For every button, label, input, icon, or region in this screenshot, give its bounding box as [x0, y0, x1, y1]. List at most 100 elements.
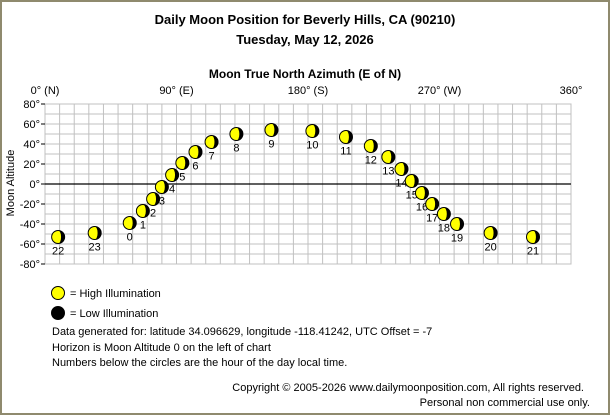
moon-shadow: [490, 226, 498, 240]
moon-shadow: [533, 230, 540, 244]
moon-shadow: [271, 123, 278, 137]
moon-marker-hour-14: 14: [394, 162, 409, 190]
y-tick-label: 60°: [23, 119, 40, 131]
moon-shadow: [345, 130, 353, 144]
moon-shadow: [443, 207, 451, 221]
moon-marker-hour-2: 2: [146, 192, 161, 220]
moon-marker-hour-9: 9: [264, 123, 279, 151]
hour-label: 1: [140, 220, 146, 232]
x-tick-label: 0° (N): [31, 85, 60, 97]
moon-marker-hour-4: 4: [165, 168, 180, 196]
hour-label: 17: [426, 213, 438, 225]
moon-marker-hour-19: 19: [450, 217, 465, 245]
hour-label: 21: [527, 246, 539, 258]
hour-label: 0: [127, 232, 133, 244]
moon-shadow: [411, 174, 419, 188]
x-tick-label: 180° (S): [288, 85, 328, 97]
moon-shadow: [129, 216, 137, 230]
moon-marker-hour-17: 17: [425, 197, 440, 225]
moon-shadow: [211, 135, 219, 149]
hour-label: 20: [485, 242, 497, 254]
moon-marker-hour-23: 23: [87, 226, 102, 254]
hour-label: 2: [150, 208, 156, 220]
legend-low-label: = Low Illumination: [70, 308, 158, 320]
moon-marker-hour-6: 6: [188, 145, 203, 173]
chart-date: Tuesday, May 12, 2026: [236, 32, 374, 47]
hour-label: 5: [179, 172, 185, 184]
chart-title: Daily Moon Position for Beverly Hills, C…: [155, 12, 456, 27]
y-tick-label: 40°: [23, 139, 40, 151]
legend-low-swatch: [51, 306, 65, 320]
moon-marker-hour-8: 8: [229, 127, 244, 155]
y-tick-label: -80°: [20, 259, 40, 271]
hour-label: 9: [268, 139, 274, 151]
moon-marker-hour-3: 3: [154, 180, 169, 208]
hour-label: 13: [382, 166, 394, 178]
hour-label: 3: [159, 196, 165, 208]
hour-label: 22: [52, 246, 64, 258]
hour-label: 23: [89, 242, 101, 254]
x-tick-label: 90° (E): [159, 85, 193, 97]
hour-label: 14: [395, 178, 407, 190]
moon-marker-hour-7: 7: [204, 135, 219, 163]
copyright-text: Copyright © 2005-2026 www.dailymoonposit…: [232, 382, 584, 394]
usage-notice: Personal non commercial use only.: [419, 397, 590, 409]
info-hour-note: Numbers below the circles are the hour o…: [52, 357, 348, 369]
moon-shadow: [421, 186, 429, 200]
moon-marker-hour-5: 5: [175, 156, 190, 184]
moon-marker-hour-15: 15: [404, 174, 419, 202]
hour-label: 12: [365, 155, 377, 167]
hour-label: 18: [438, 223, 450, 235]
moon-shadow: [94, 226, 102, 240]
moon-marker-hour-20: 20: [483, 226, 498, 254]
legend-high-label: = High Illumination: [70, 288, 161, 300]
moon-shadow: [142, 204, 150, 218]
moon-marker-hour-21: 21: [526, 230, 541, 258]
hour-label: 4: [169, 184, 175, 196]
y-tick-label: -40°: [20, 219, 40, 231]
moon-shadow: [58, 230, 65, 244]
moon-marker-hour-22: 22: [51, 230, 66, 258]
y-tick-label: 0°: [29, 179, 40, 191]
moon-shadow: [153, 192, 160, 206]
moon-marker-hour-12: 12: [363, 139, 378, 167]
hour-label: 16: [416, 202, 428, 214]
info-horizon: Horizon is Moon Altitude 0 on the left o…: [52, 342, 271, 354]
moon-marker-hour-10: 10: [305, 124, 320, 152]
moon-shadow: [432, 197, 439, 211]
moon-marker-hour-0: 0: [122, 216, 137, 244]
moon-marker-hour-11: 11: [338, 130, 353, 158]
moon-shadow: [388, 150, 395, 164]
moon-shadow: [182, 156, 189, 170]
x-tick-label: 360°: [560, 85, 583, 97]
hour-label: 15: [406, 190, 418, 202]
moon-marker-hour-16: 16: [414, 186, 429, 214]
hour-label: 7: [209, 151, 215, 163]
moon-shadow: [370, 139, 378, 153]
info-location: Data generated for: latitude 34.096629, …: [52, 326, 433, 338]
moon-shadow: [236, 127, 243, 141]
y-tick-label: -20°: [20, 199, 40, 211]
hour-label: 8: [233, 143, 239, 155]
x-axis-title: Moon True North Azimuth (E of N): [209, 67, 401, 81]
x-tick-label: 270° (W): [418, 85, 462, 97]
moon-marker-hour-18: 18: [436, 207, 451, 235]
legend-high-swatch: [51, 286, 65, 300]
moon-shadow: [312, 124, 319, 138]
moon-marker-hour-13: 13: [381, 150, 396, 178]
moon-marker-hour-1: 1: [135, 204, 150, 232]
hour-label: 19: [451, 233, 463, 245]
moon-shadow: [161, 180, 169, 194]
hour-label: 11: [340, 146, 351, 158]
moon-shadow: [195, 145, 202, 159]
moon-shadow: [172, 168, 179, 182]
y-tick-label: 80°: [23, 99, 40, 111]
y-axis-title: Moon Altitude: [5, 150, 17, 217]
y-tick-label: -60°: [20, 239, 40, 251]
hour-label: 6: [192, 161, 198, 173]
y-tick-label: 20°: [23, 159, 40, 171]
moon-shadow: [457, 217, 464, 231]
hour-label: 10: [306, 140, 318, 152]
